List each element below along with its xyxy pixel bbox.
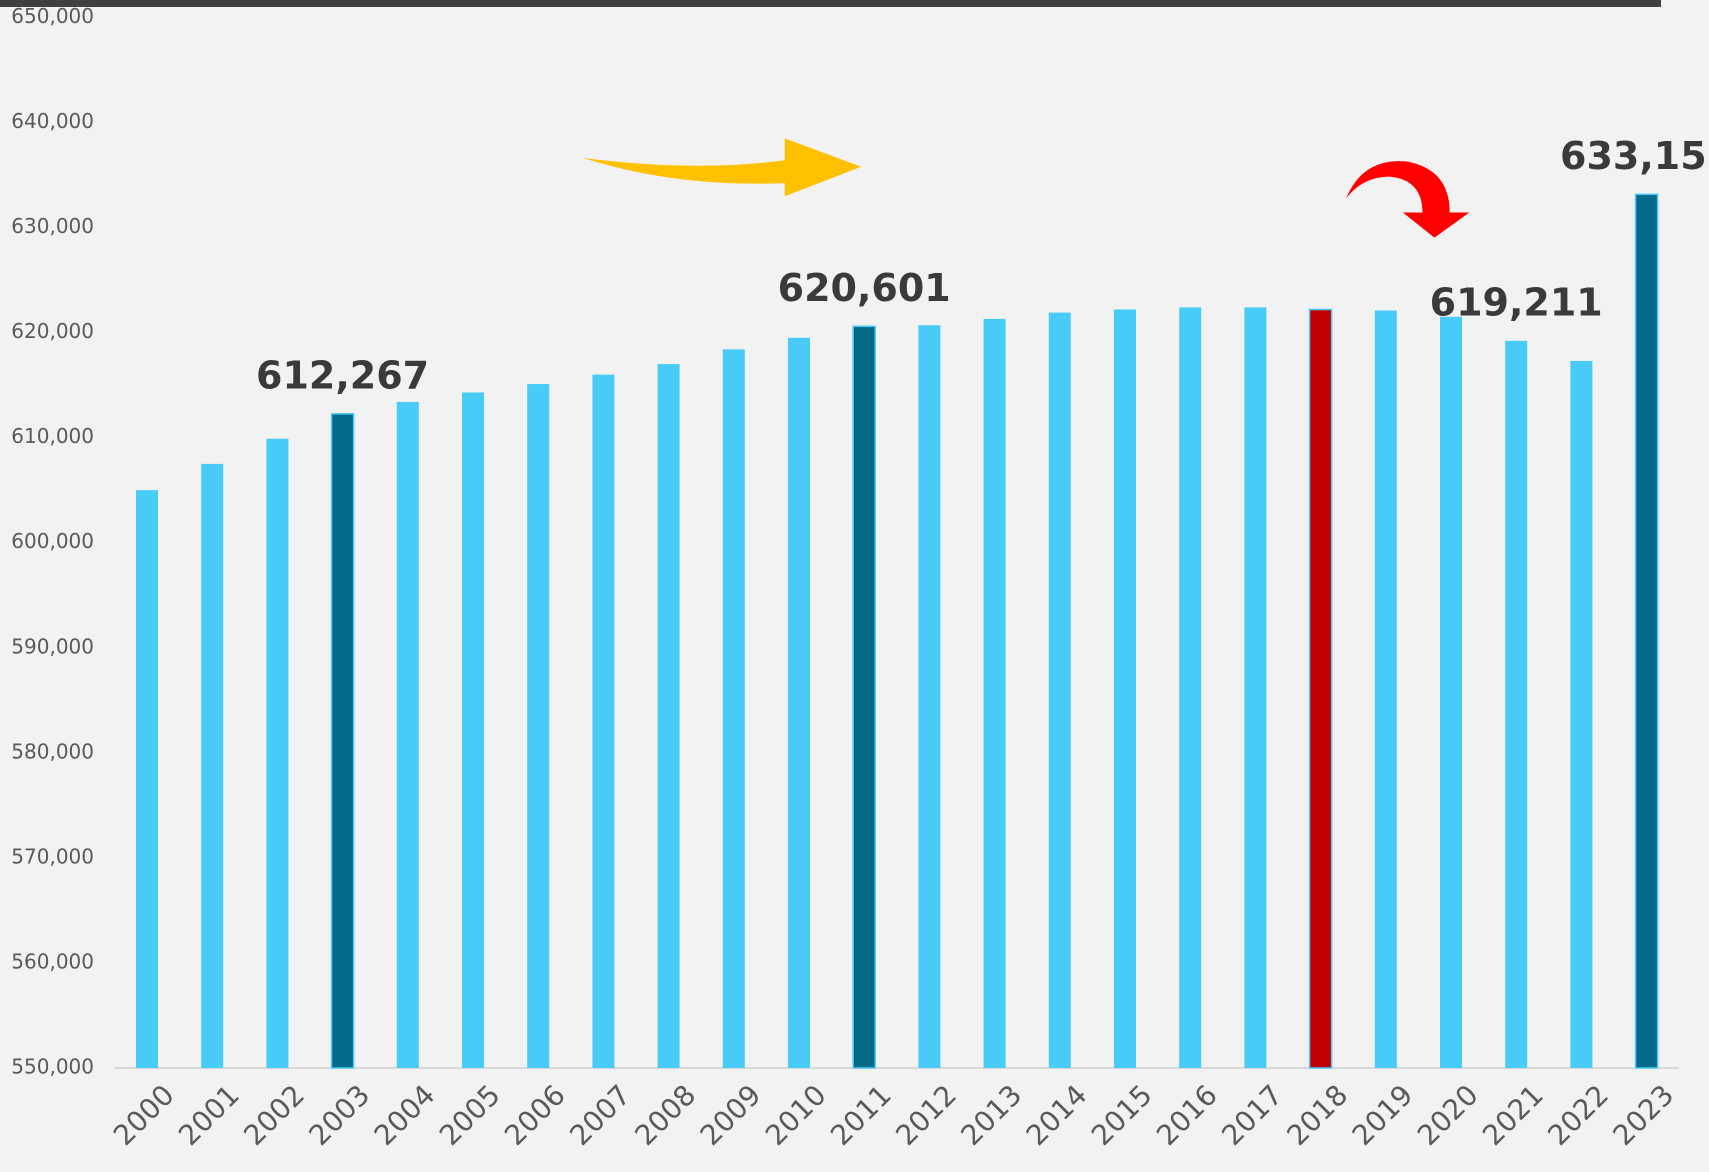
bar bbox=[462, 392, 484, 1068]
x-tick-label: 2007 bbox=[563, 1078, 637, 1152]
red-arrow bbox=[1346, 161, 1470, 238]
x-tick-label: 2015 bbox=[1085, 1078, 1159, 1152]
y-tick-label: 620,000 bbox=[11, 319, 94, 343]
x-tick-label: 2018 bbox=[1281, 1078, 1355, 1152]
bar bbox=[1440, 316, 1462, 1068]
bar bbox=[527, 384, 550, 1068]
x-tick-label: 2002 bbox=[237, 1078, 311, 1152]
bar bbox=[1048, 312, 1071, 1068]
yellow-arrow bbox=[583, 138, 862, 197]
value-label: 619,211 bbox=[1430, 280, 1603, 324]
y-tick-label: 550,000 bbox=[11, 1055, 94, 1079]
bar bbox=[918, 325, 941, 1068]
x-tick-label: 2003 bbox=[303, 1078, 377, 1152]
x-tick-label: 2005 bbox=[433, 1078, 507, 1152]
bar bbox=[1308, 308, 1333, 1069]
bar bbox=[983, 318, 1006, 1068]
x-tick-label: 2011 bbox=[824, 1078, 898, 1152]
bar bbox=[1114, 309, 1136, 1068]
value-label: 633,158 bbox=[1560, 134, 1709, 178]
value-label: 620,601 bbox=[778, 266, 951, 310]
y-tick-label: 570,000 bbox=[11, 844, 94, 868]
x-tick-label: 2014 bbox=[1020, 1078, 1094, 1152]
x-tick-label: 2022 bbox=[1541, 1078, 1615, 1152]
bar bbox=[1244, 307, 1267, 1068]
x-tick-label: 2023 bbox=[1607, 1078, 1681, 1152]
x-tick-label: 2004 bbox=[368, 1078, 442, 1152]
bar bbox=[1505, 340, 1528, 1068]
top-band bbox=[0, 0, 1661, 7]
bar bbox=[722, 349, 745, 1068]
x-tick-label: 2008 bbox=[629, 1078, 703, 1152]
bar bbox=[266, 438, 289, 1068]
y-tick-label: 630,000 bbox=[11, 214, 94, 238]
y-tick-label: 590,000 bbox=[11, 634, 94, 658]
x-tick-label: 2001 bbox=[172, 1078, 246, 1152]
bar bbox=[657, 364, 680, 1068]
x-tick-label: 2012 bbox=[889, 1078, 963, 1152]
bar bbox=[1570, 360, 1593, 1069]
bar bbox=[1179, 307, 1202, 1068]
bar bbox=[852, 325, 876, 1069]
x-tick-label: 2021 bbox=[1476, 1078, 1550, 1152]
x-tick-label: 2017 bbox=[1215, 1078, 1289, 1152]
x-tick-label: 2006 bbox=[498, 1078, 572, 1152]
value-label: 612,267 bbox=[256, 353, 429, 397]
y-tick-label: 610,000 bbox=[11, 424, 94, 448]
x-tick-label: 2019 bbox=[1346, 1078, 1420, 1152]
x-tick-label: 2010 bbox=[759, 1078, 833, 1152]
y-tick-label: 560,000 bbox=[11, 949, 94, 973]
y-tick-label: 600,000 bbox=[11, 529, 94, 553]
x-tick-label: 2013 bbox=[955, 1078, 1029, 1152]
decorations bbox=[583, 138, 1470, 238]
x-tick-label: 2016 bbox=[1150, 1078, 1224, 1152]
x-tick-label: 2000 bbox=[107, 1078, 181, 1152]
bar bbox=[330, 413, 355, 1069]
x-tick-label: 2009 bbox=[694, 1078, 768, 1152]
y-tick-label: 640,000 bbox=[11, 109, 94, 133]
y-tick-label: 650,000 bbox=[11, 4, 94, 28]
bar bbox=[396, 401, 419, 1069]
bar bbox=[136, 490, 158, 1068]
bar bbox=[1374, 310, 1397, 1068]
bar bbox=[788, 337, 810, 1068]
bar bbox=[1634, 193, 1659, 1069]
bar bbox=[592, 374, 615, 1068]
y-tick-label: 580,000 bbox=[11, 739, 94, 763]
bar bbox=[201, 463, 224, 1068]
x-tick-label: 2020 bbox=[1411, 1078, 1485, 1152]
